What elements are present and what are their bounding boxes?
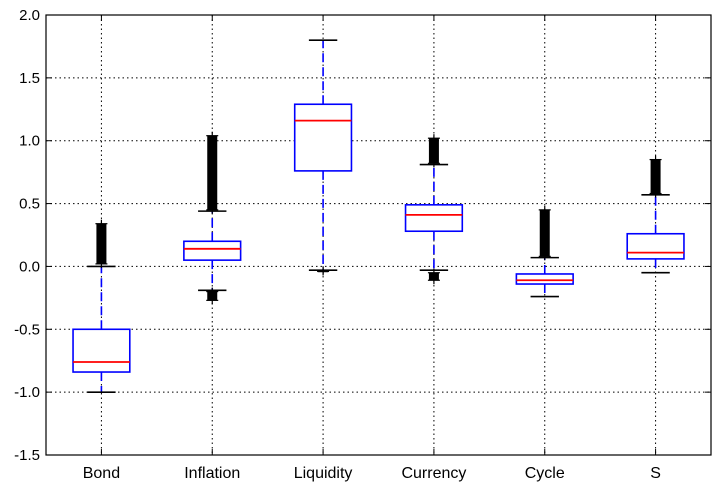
outliers-lower — [317, 266, 330, 276]
outlier-band — [207, 291, 218, 301]
outlier-band — [428, 138, 439, 164]
x-tick-label: Bond — [83, 465, 120, 482]
y-tick-label: 0.5 — [19, 196, 40, 213]
y-tick-label: -1.5 — [14, 447, 40, 464]
boxes — [72, 39, 685, 393]
y-tick-label: 0.0 — [19, 258, 40, 275]
box-liquidity — [293, 39, 353, 276]
outlier-band — [96, 223, 107, 264]
box-iqr — [515, 273, 574, 285]
outliers-lower — [427, 268, 440, 285]
x-tick-label: Liquidity — [294, 465, 353, 482]
grid — [46, 14, 711, 456]
outliers-upper — [206, 131, 219, 214]
box-currency — [404, 134, 464, 285]
y-tick-label: -0.5 — [14, 321, 40, 338]
outliers-upper — [95, 219, 108, 268]
outliers-lower — [206, 287, 219, 305]
plot-frame — [45, 14, 712, 456]
outliers-upper — [427, 134, 440, 168]
y-tick-label: -1.0 — [14, 384, 40, 401]
box-iqr — [72, 328, 131, 373]
outlier-band — [539, 209, 550, 257]
box-inflation — [183, 131, 242, 305]
box-bond — [72, 219, 131, 393]
y-tick-label: 2.0 — [19, 7, 40, 24]
x-tick-label: Currency — [401, 465, 466, 482]
x-tick-label: Inflation — [184, 465, 240, 482]
box-iqr — [183, 240, 242, 261]
outliers-upper — [649, 155, 662, 198]
outliers-upper — [538, 205, 551, 261]
box-s — [626, 155, 685, 274]
y-tick-label: 1.5 — [19, 70, 40, 87]
x-tick-label: S — [650, 465, 661, 482]
box-iqr — [293, 103, 353, 172]
y-tick-label: 1.0 — [19, 133, 40, 150]
box-iqr — [404, 204, 464, 233]
box-iqr — [626, 232, 685, 260]
x-axis: Bond Inflation Liquidity Currency Cycle S — [83, 15, 661, 482]
x-tick-label: Cycle — [525, 465, 565, 482]
y-axis: -1.5 -1.0 -0.5 0.0 0.5 1.0 1.5 2.0 — [14, 7, 711, 464]
outlier-band — [650, 159, 661, 194]
outlier-band — [207, 135, 218, 210]
box-cycle — [515, 205, 574, 298]
